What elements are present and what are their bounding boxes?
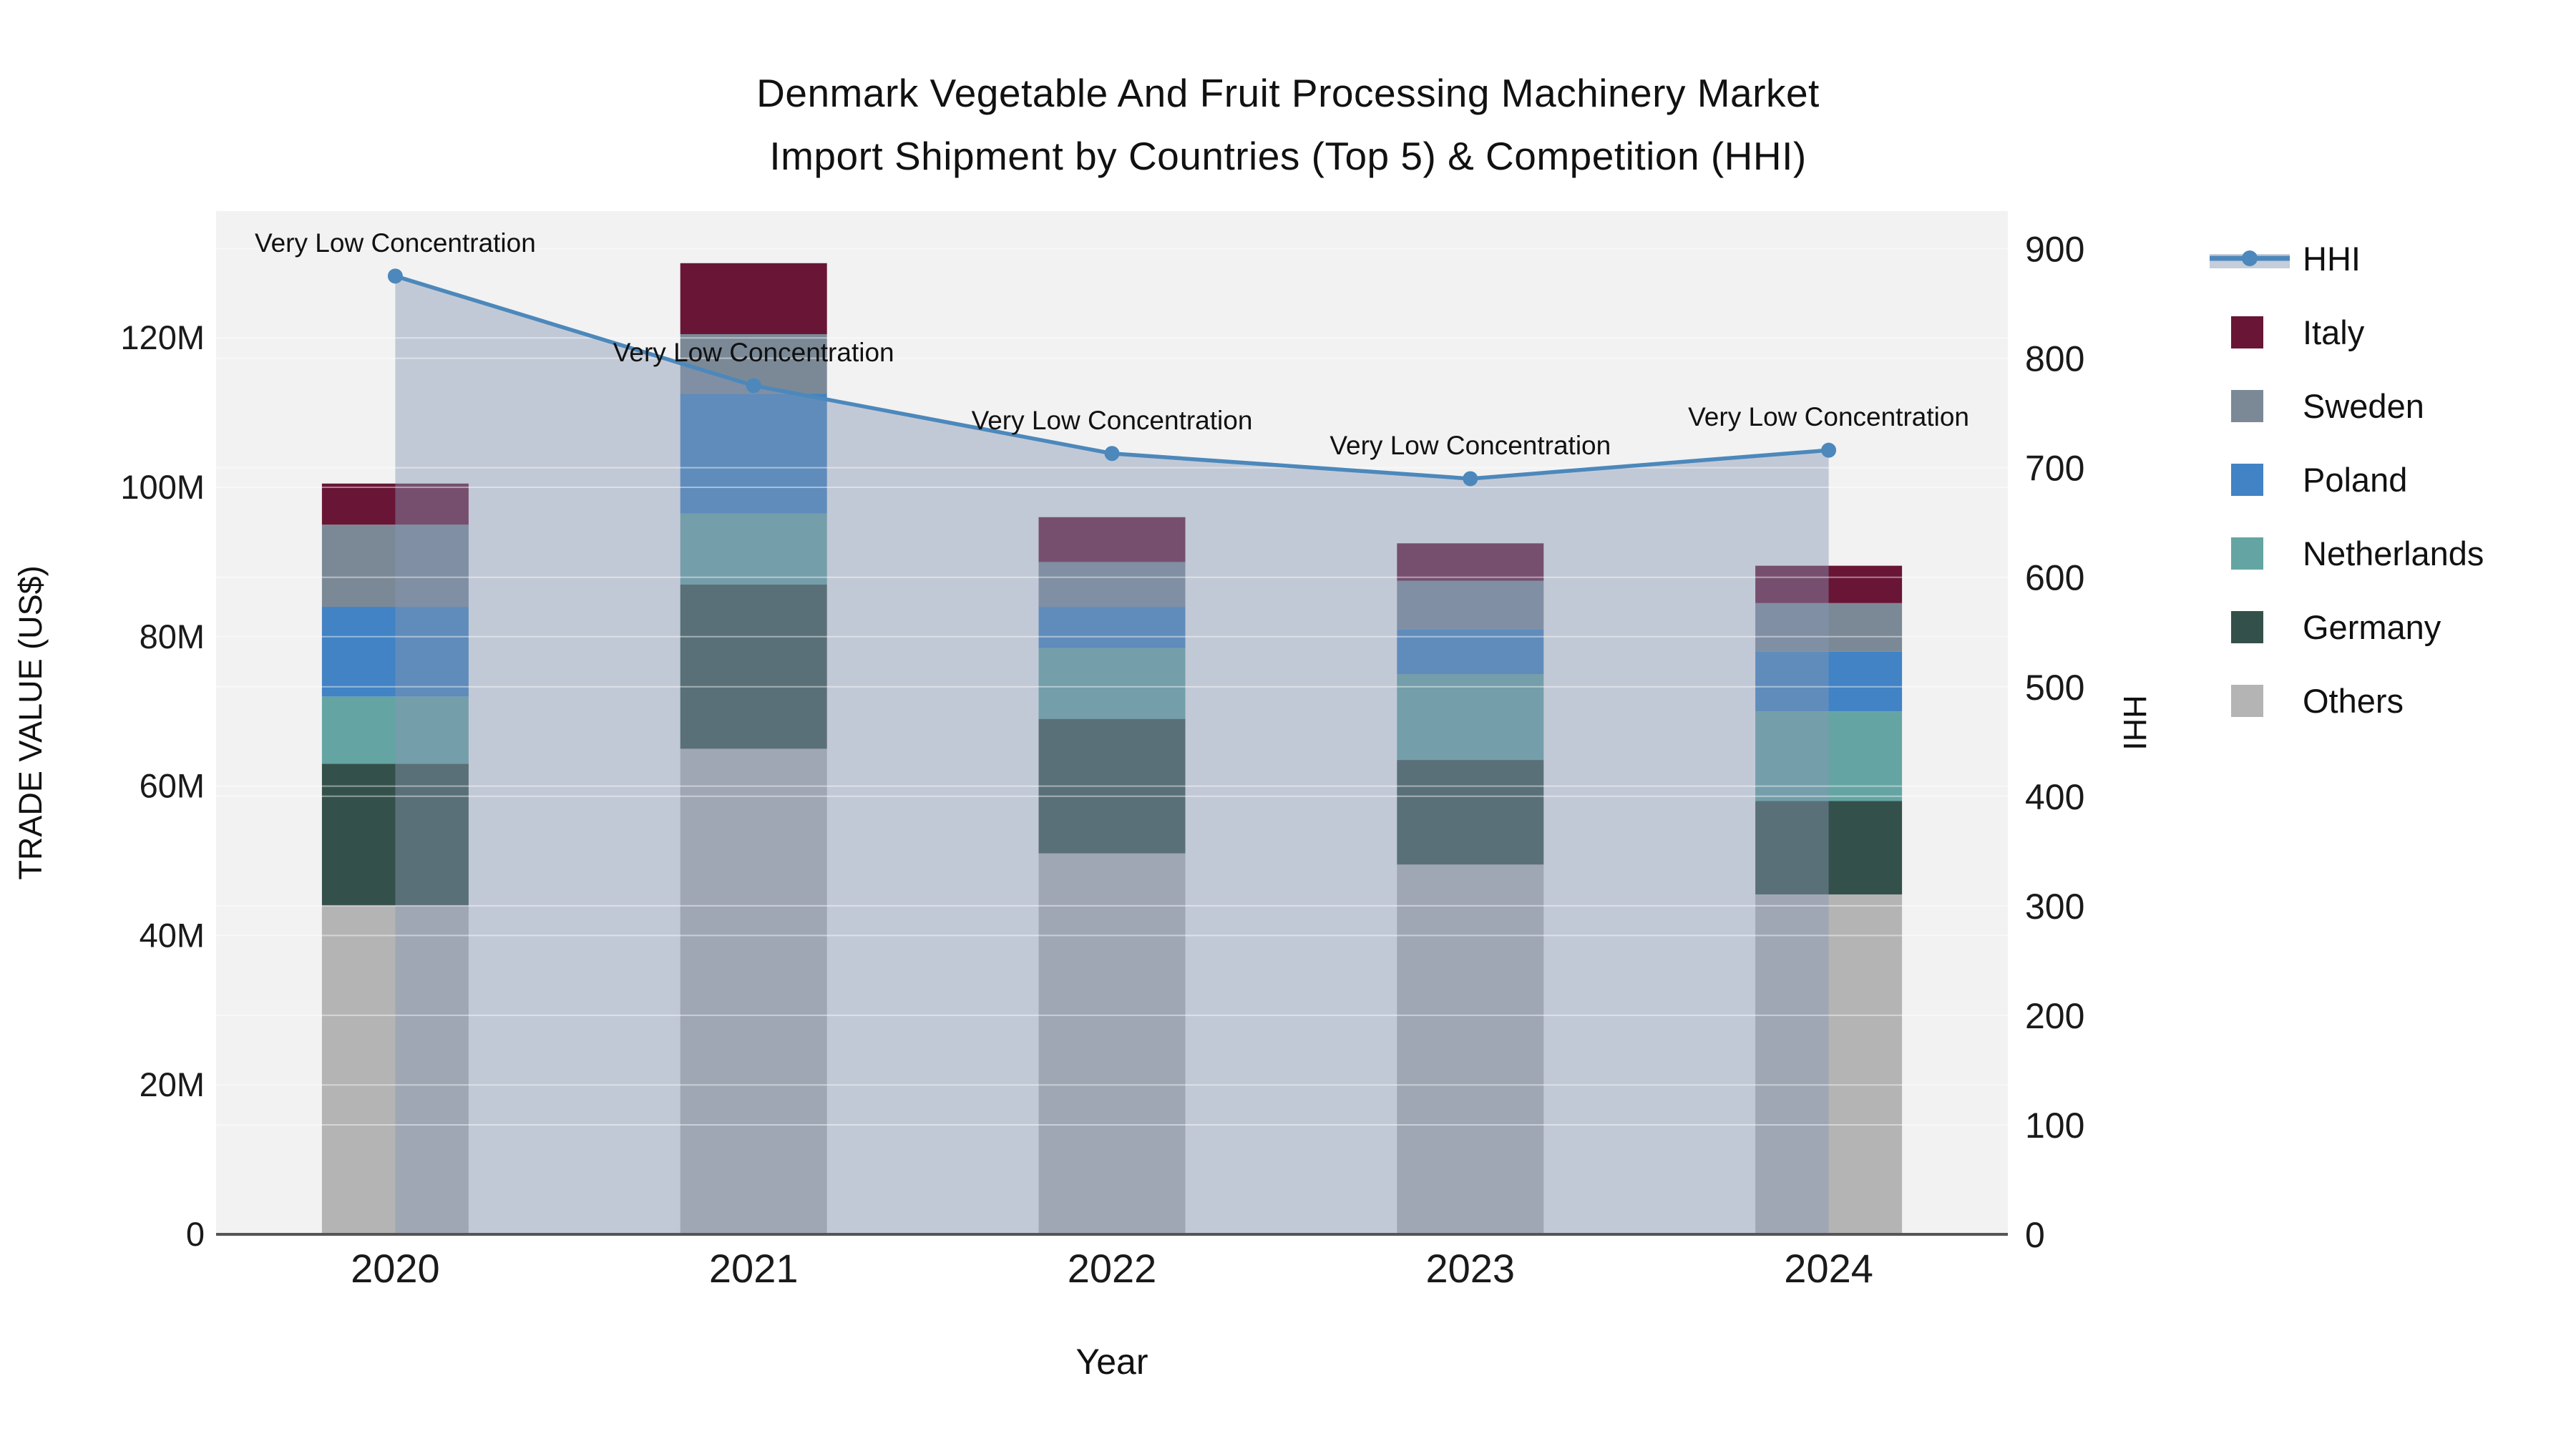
y-left-tick-100M: 100M [120,468,205,506]
annotation-2023: Very Low Concentration [1330,431,1611,460]
hhi-marker-2023[interactable] [1463,471,1478,487]
chart-title-line1: Denmark Vegetable And Fruit Processing M… [756,71,1820,115]
legend-item-others[interactable]: Others [2231,682,2404,720]
bar-segment-others-2022[interactable] [1038,853,1186,1234]
bar-segment-italy-2023[interactable] [1397,543,1544,581]
legend-item-italy[interactable]: Italy [2231,313,2365,351]
bar-segment-others-2020[interactable] [321,905,469,1234]
y-left-tick-120M: 120M [120,318,205,356]
bar-segment-italy-2021[interactable] [680,263,827,334]
bar-segment-poland-2022[interactable] [1038,607,1186,648]
bar-segment-germany-2022[interactable] [1038,718,1186,854]
y-right-tick-100: 100 [2025,1106,2084,1146]
x-tick-2024: 2024 [1784,1246,1873,1291]
legend-item-netherlands[interactable]: Netherlands [2231,535,2484,572]
chart-title: Denmark Vegetable And Fruit Processing M… [0,62,2576,187]
bar-segment-poland-2020[interactable] [321,607,469,697]
bar-segment-others-2024[interactable] [1755,894,1903,1234]
hhi-marker-2022[interactable] [1104,446,1120,462]
legend-item-poland[interactable]: Poland [2231,461,2407,499]
y-right-tick-600: 600 [2025,558,2084,598]
bar-segment-poland-2024[interactable] [1755,651,1903,712]
legend-swatch-others [2231,685,2263,717]
y-left-tick-80M: 80M [140,618,205,655]
chart-title-line2: Import Shipment by Countries (Top 5) & C… [769,134,1807,178]
legend-item-sweden[interactable]: Sweden [2231,387,2424,425]
bar-segment-germany-2023[interactable] [1397,760,1544,865]
legend-label-others: Others [2303,682,2404,720]
annotation-2020: Very Low Concentration [255,228,536,258]
legend-label-italy: Italy [2303,313,2365,351]
bar-segment-netherlands-2020[interactable] [321,696,469,764]
x-tick-2022: 2022 [1068,1246,1157,1291]
hhi-marker-2024[interactable] [1821,442,1837,458]
legend-hhi-marker-icon [2242,250,2258,266]
y-right-tick-900: 900 [2025,230,2084,270]
bar-segment-italy-2022[interactable] [1038,517,1186,562]
hhi-fill-area [395,275,1829,1234]
x-tick-2023: 2023 [1426,1246,1516,1291]
legend-label-poland: Poland [2303,461,2407,499]
bar-segment-sweden-2023[interactable] [1397,580,1544,630]
bar-segment-netherlands-2023[interactable] [1397,674,1544,761]
legend-label-germany: Germany [2303,608,2441,646]
legend-swatch-poland [2231,464,2263,496]
bar-segment-germany-2020[interactable] [321,763,469,906]
hhi-marker-2020[interactable] [387,268,403,284]
bar-segment-others-2023[interactable] [1397,864,1544,1234]
y-right-tick-400: 400 [2025,777,2084,817]
y-right-tick-0: 0 [2025,1215,2045,1255]
legend-label-sweden: Sweden [2303,387,2424,425]
legend-swatch-italy [2231,316,2263,348]
y-left-tick-40M: 40M [140,916,205,954]
hhi-marker-2021[interactable] [746,378,761,394]
annotation-2021: Very Low Concentration [613,338,894,367]
annotation-2024: Very Low Concentration [1688,402,1969,431]
bar-segment-netherlands-2021[interactable] [680,513,827,585]
legend-swatch-germany [2231,611,2263,643]
bar-segment-germany-2021[interactable] [680,584,827,749]
legend: HHI Italy Sweden Poland Netherlands Germany Ot… [2210,240,2484,720]
y-right-tick-800: 800 [2025,339,2084,379]
bar-segment-sweden-2024[interactable] [1755,602,1903,652]
bar-segment-poland-2023[interactable] [1397,629,1544,674]
legend-label-netherlands: Netherlands [2303,535,2484,572]
legend-item-germany[interactable]: Germany [2231,608,2441,646]
x-axis-title: Year [1075,1342,1148,1382]
y-left-tick-20M: 20M [140,1065,205,1103]
annotation-2022: Very Low Concentration [972,406,1253,435]
legend-label-hhi: HHI [2303,240,2361,278]
y-left-tick-0: 0 [186,1215,205,1253]
bar-segment-poland-2021[interactable] [680,394,827,514]
bar-segment-italy-2024[interactable] [1755,565,1903,603]
bar-segment-sweden-2020[interactable] [321,525,469,608]
legend-swatch-sweden [2231,390,2263,422]
y-right-tick-200: 200 [2025,996,2084,1036]
y-left-tick-60M: 60M [140,767,205,805]
legend-swatch-netherlands [2231,537,2263,570]
y-right-tick-700: 700 [2025,449,2084,489]
y-right-tick-300: 300 [2025,887,2084,927]
bar-segment-netherlands-2024[interactable] [1755,711,1903,801]
x-tick-2020: 2020 [351,1246,440,1291]
y-left-axis-title: TRADE VALUE (US$) [12,565,49,879]
y-right-tick-500: 500 [2025,668,2084,708]
bar-segment-sweden-2022[interactable] [1038,562,1186,608]
bar-segment-netherlands-2022[interactable] [1038,648,1186,719]
y-right-axis-title: HHI [2117,695,2153,751]
x-tick-2021: 2021 [709,1246,799,1291]
legend-item-hhi[interactable]: HHI [2210,240,2361,278]
bar-segment-others-2021[interactable] [680,748,827,1234]
bar-segment-germany-2024[interactable] [1755,801,1903,894]
bar-segment-italy-2020[interactable] [321,483,469,525]
